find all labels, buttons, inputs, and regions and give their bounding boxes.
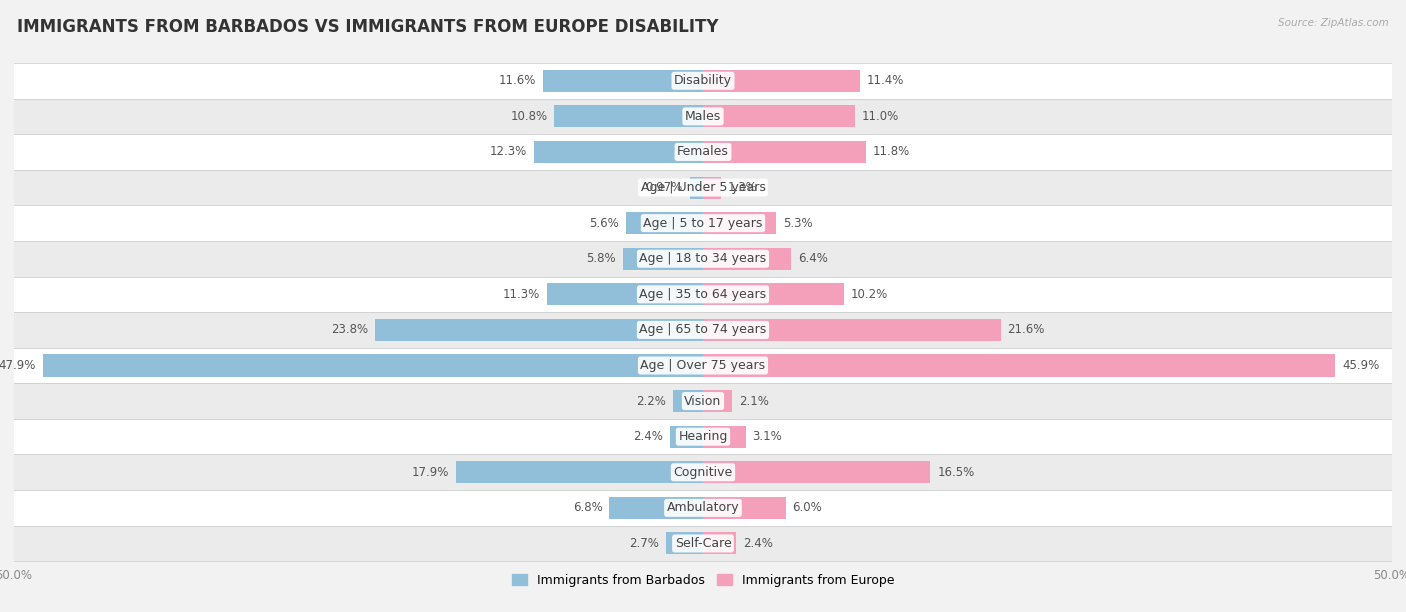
Bar [703,426,745,448]
Bar [703,70,860,92]
Bar [0,134,1406,170]
Bar [703,319,1001,341]
Bar [0,312,1406,348]
Text: 2.2%: 2.2% [636,395,666,408]
Text: Hearing: Hearing [678,430,728,443]
Text: Females: Females [678,146,728,159]
Text: IMMIGRANTS FROM BARBADOS VS IMMIGRANTS FROM EUROPE DISABILITY: IMMIGRANTS FROM BARBADOS VS IMMIGRANTS F… [17,18,718,36]
Text: 2.7%: 2.7% [628,537,659,550]
Text: Cognitive: Cognitive [673,466,733,479]
Text: Age | Over 75 years: Age | Over 75 years [641,359,765,372]
Text: 11.4%: 11.4% [868,74,904,88]
Bar [666,532,703,554]
Bar [0,63,1406,99]
Text: Age | Under 5 years: Age | Under 5 years [641,181,765,194]
Text: Disability: Disability [673,74,733,88]
Bar [0,241,1406,277]
Bar [0,455,1406,490]
Text: 1.3%: 1.3% [728,181,758,194]
Text: Age | 65 to 74 years: Age | 65 to 74 years [640,323,766,337]
Text: 11.3%: 11.3% [503,288,540,301]
Text: Age | 18 to 34 years: Age | 18 to 34 years [640,252,766,265]
Bar [703,212,776,234]
Bar [703,354,1336,376]
Text: 5.6%: 5.6% [589,217,619,230]
Bar [703,497,786,519]
Bar [547,283,703,305]
Text: 21.6%: 21.6% [1008,323,1045,337]
Bar [0,348,1406,383]
Text: Vision: Vision [685,395,721,408]
Text: 10.2%: 10.2% [851,288,887,301]
Bar [0,383,1406,419]
Bar [609,497,703,519]
Text: 10.8%: 10.8% [510,110,547,123]
Text: 23.8%: 23.8% [330,323,368,337]
Text: Males: Males [685,110,721,123]
Bar [457,461,703,483]
Text: Self-Care: Self-Care [675,537,731,550]
Text: 11.6%: 11.6% [499,74,536,88]
Bar [672,390,703,412]
Text: 2.4%: 2.4% [633,430,664,443]
Bar [375,319,703,341]
Bar [703,532,737,554]
Bar [0,526,1406,561]
Bar [689,176,703,198]
Bar [0,170,1406,206]
Text: 3.1%: 3.1% [752,430,782,443]
Text: 11.8%: 11.8% [873,146,910,159]
Bar [0,419,1406,455]
Bar [626,212,703,234]
Legend: Immigrants from Barbados, Immigrants from Europe: Immigrants from Barbados, Immigrants fro… [506,569,900,592]
Text: Age | 35 to 64 years: Age | 35 to 64 years [640,288,766,301]
Text: 2.4%: 2.4% [742,537,773,550]
Text: 16.5%: 16.5% [938,466,974,479]
Text: 17.9%: 17.9% [412,466,450,479]
Bar [703,105,855,127]
Text: 11.0%: 11.0% [862,110,898,123]
Text: 47.9%: 47.9% [0,359,37,372]
Text: 0.97%: 0.97% [645,181,683,194]
Bar [543,70,703,92]
Bar [623,248,703,270]
Bar [554,105,703,127]
Bar [0,99,1406,134]
Bar [533,141,703,163]
Bar [703,141,866,163]
Text: 2.1%: 2.1% [738,395,769,408]
Bar [703,283,844,305]
Bar [669,426,703,448]
Text: Ambulatory: Ambulatory [666,501,740,514]
Text: Age | 5 to 17 years: Age | 5 to 17 years [644,217,762,230]
Bar [44,354,703,376]
Text: 6.0%: 6.0% [793,501,823,514]
Text: 6.8%: 6.8% [572,501,602,514]
Text: 5.8%: 5.8% [586,252,616,265]
Bar [0,206,1406,241]
Bar [703,248,792,270]
Text: Source: ZipAtlas.com: Source: ZipAtlas.com [1278,18,1389,28]
Bar [0,277,1406,312]
Text: 12.3%: 12.3% [489,146,527,159]
Bar [703,461,931,483]
Text: 6.4%: 6.4% [799,252,828,265]
Bar [0,490,1406,526]
Text: 45.9%: 45.9% [1343,359,1379,372]
Text: 5.3%: 5.3% [783,217,813,230]
Bar [703,176,721,198]
Bar [703,390,733,412]
